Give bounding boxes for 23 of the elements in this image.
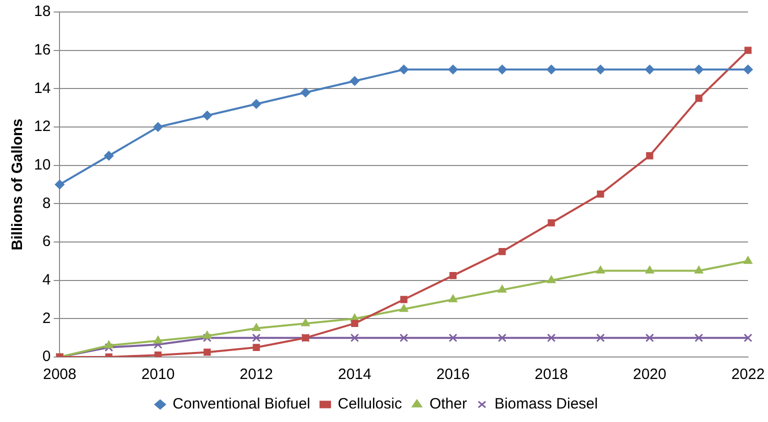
y-tick-label: 12 — [34, 118, 51, 136]
y-tick-label: 0 — [42, 348, 51, 366]
legend-label: Other — [429, 396, 467, 413]
legend-label: Biomass Diesel — [494, 396, 598, 413]
x-tick-label: 2022 — [731, 366, 765, 384]
x-tick-label: 2016 — [436, 366, 470, 384]
x-tick-label: 2020 — [632, 366, 666, 384]
legend-label: Conventional Biofuel — [172, 396, 310, 413]
y-tick-label: 18 — [34, 3, 51, 20]
x-tick-label: 2018 — [534, 366, 568, 384]
y-tick-label: 16 — [34, 41, 51, 58]
y-tick-label: 4 — [42, 271, 51, 288]
y-tick-label: 14 — [34, 80, 51, 97]
x-tick-label: 2008 — [42, 366, 76, 384]
x-tick-label: 2012 — [240, 366, 274, 384]
y-axis-title: Billions of Gallons — [9, 118, 26, 250]
y-tick-label: 10 — [34, 156, 51, 174]
x-tick-label: 2014 — [338, 366, 372, 384]
y-tick-label: 8 — [42, 194, 51, 212]
x-tick-label: 2010 — [141, 366, 175, 384]
y-tick-label: 6 — [42, 233, 51, 250]
legend-label: Cellulosic — [338, 396, 402, 413]
y-tick-label: 2 — [42, 310, 51, 327]
